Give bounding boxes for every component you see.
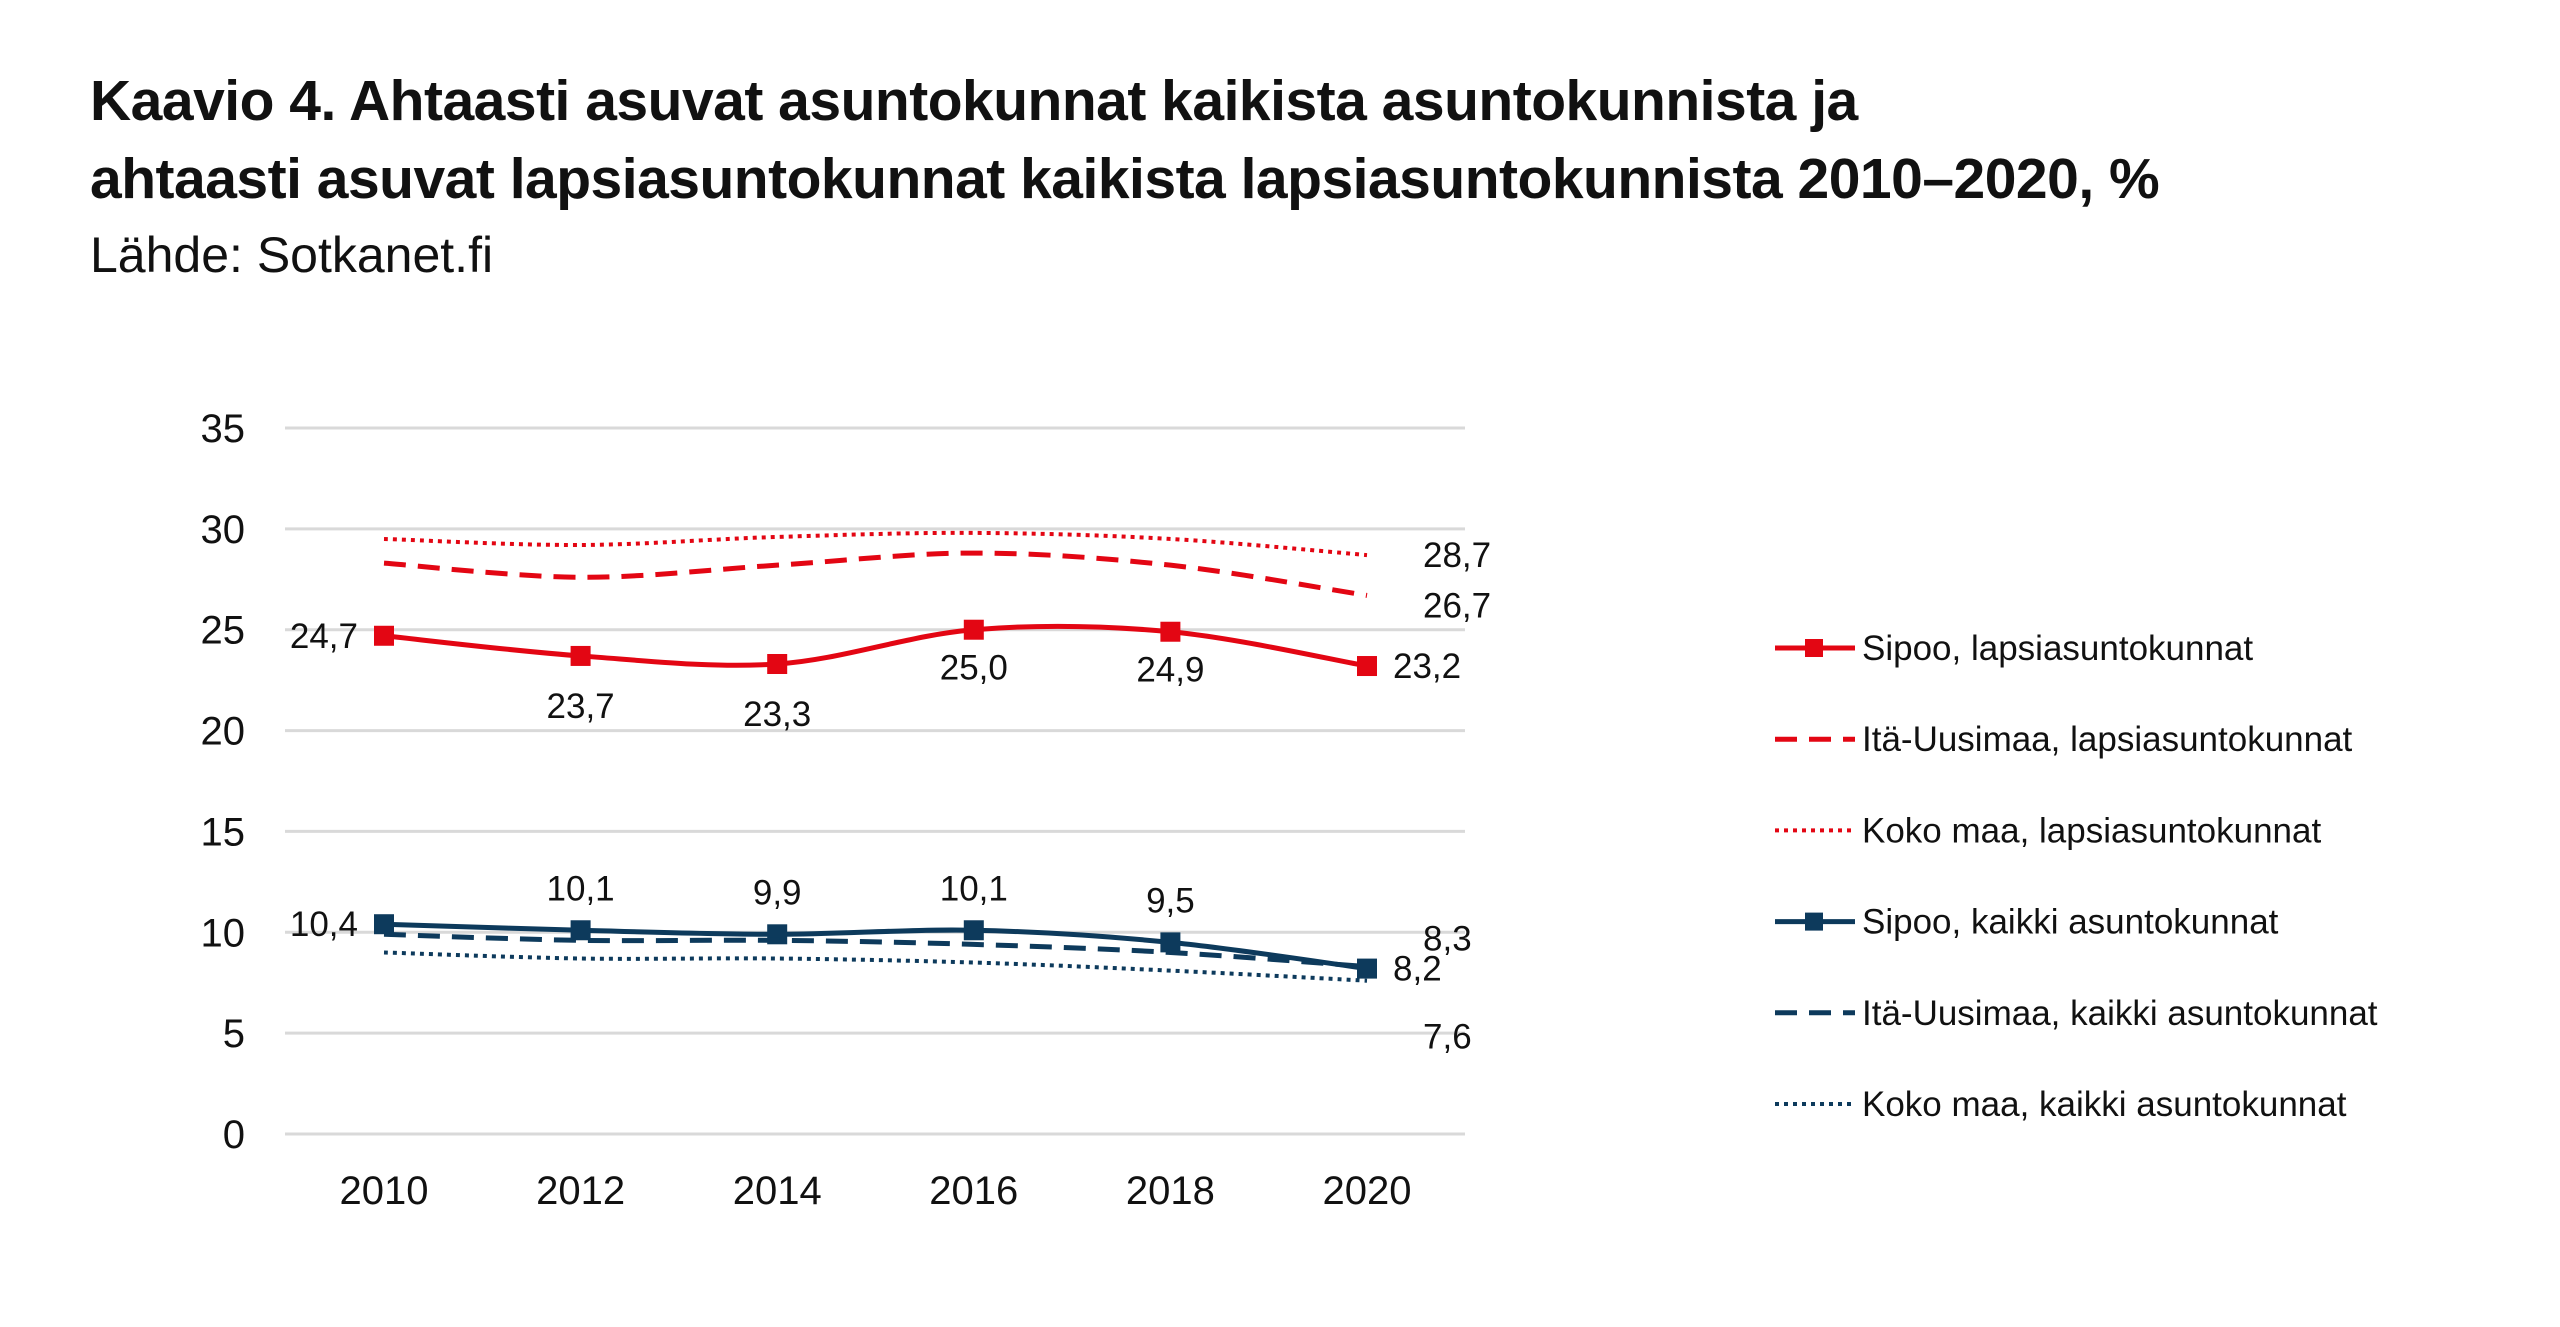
x-tick-label: 2014: [733, 1169, 822, 1213]
data-point-marker: [570, 920, 591, 941]
y-tick-label: 10: [201, 911, 246, 955]
series-line-1: [383, 550, 1368, 598]
data-label: 10,1: [547, 869, 615, 908]
data-label: 8,3: [1423, 920, 1472, 959]
data-point-marker: [963, 920, 984, 941]
y-tick-label: 20: [201, 710, 246, 754]
data-label: 23,2: [1393, 647, 1461, 686]
data-label: 7,6: [1423, 1018, 1472, 1057]
series-line-3: [383, 921, 1368, 972]
series-line-2: [383, 530, 1368, 558]
source-note: Lähde: Sotkanet.fi: [90, 227, 494, 283]
title-line-2: ahtaasti asuvat lapsiasuntokunnat kaikis…: [90, 147, 2160, 211]
x-tick-label: 2012: [536, 1169, 625, 1213]
data-point-marker: [1160, 932, 1181, 953]
x-tick-label: 2018: [1126, 1169, 1215, 1213]
x-tick-label: 2016: [929, 1169, 1018, 1213]
legend-entry: Sipoo, kaikki asuntokunnat: [1862, 903, 2279, 942]
y-tick-label: 0: [223, 1113, 245, 1157]
data-label: 10,1: [940, 869, 1008, 908]
legend-entry: Itä-Uusimaa, kaikki asuntokunnat: [1862, 994, 2378, 1033]
data-label: 8,2: [1393, 950, 1442, 989]
data-label: 10,4: [290, 905, 358, 944]
y-tick-label: 30: [201, 508, 246, 552]
y-tick-label: 25: [201, 609, 246, 653]
data-point-marker: [963, 619, 984, 640]
legend-marker: [1805, 639, 1823, 657]
legend-entry: Sipoo, lapsiasuntokunnat: [1862, 629, 2253, 668]
chart-title: Kaavio 4. Ahtaasti asuvat asuntokunnat k…: [90, 62, 2160, 218]
data-point-marker: [767, 654, 788, 675]
title-line-1: Kaavio 4. Ahtaasti asuvat asuntokunnat k…: [90, 69, 1858, 133]
data-point-marker: [374, 625, 394, 646]
data-point-marker: [1357, 958, 1377, 979]
data-label: 24,7: [290, 617, 358, 656]
y-tick-label: 35: [201, 407, 246, 451]
series-line-0: [383, 623, 1368, 669]
data-label: 9,9: [753, 873, 802, 912]
y-tick-label: 15: [201, 810, 246, 854]
data-point-marker: [1160, 621, 1181, 642]
y-tick-label: 5: [223, 1012, 245, 1056]
data-label: 23,7: [547, 687, 615, 726]
data-label: 25,0: [940, 649, 1008, 688]
data-label: 24,9: [1136, 651, 1204, 690]
data-label: 9,5: [1146, 881, 1195, 920]
legend-marker: [1805, 912, 1823, 931]
legend-entry: Itä-Uusimaa, lapsiasuntokunnat: [1862, 720, 2353, 759]
legend-entry: Koko maa, kaikki asuntokunnat: [1862, 1085, 2347, 1124]
x-tick-label: 2020: [1323, 1169, 1412, 1213]
data-point-marker: [1357, 656, 1377, 677]
series-line-4: [383, 931, 1368, 970]
data-label: 28,7: [1423, 536, 1491, 575]
data-label: 26,7: [1423, 586, 1491, 625]
x-tick-label: 2010: [340, 1169, 429, 1213]
data-point-marker: [374, 914, 394, 935]
legend-entry: Koko maa, lapsiasuntokunnat: [1862, 811, 2321, 850]
series-line-5: [383, 950, 1368, 983]
data-point-marker: [570, 645, 591, 666]
data-label: 23,3: [743, 695, 811, 734]
